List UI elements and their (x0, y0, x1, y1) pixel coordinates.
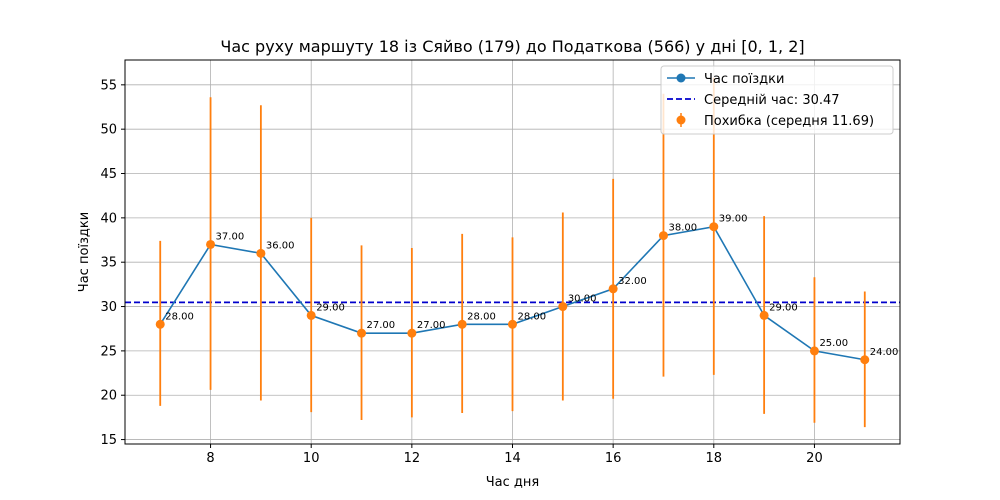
legend-label-mean: Середній час: 30.47 (704, 93, 840, 108)
data-label: 27.00 (367, 320, 396, 331)
y-tick-label: 35 (100, 256, 117, 271)
x-tick-label: 20 (806, 451, 823, 466)
data-point-marker (558, 302, 568, 312)
y-tick-label: 45 (100, 167, 117, 182)
x-tick-label: 8 (206, 451, 214, 466)
data-label: 29.00 (769, 302, 798, 313)
data-point-marker (256, 248, 266, 258)
data-point-marker (206, 239, 216, 249)
legend-label-error: Похибка (середня 11.69) (704, 114, 874, 129)
data-label: 28.00 (518, 311, 547, 322)
x-tick-label: 14 (504, 451, 521, 466)
data-label: 27.00 (417, 320, 446, 331)
data-point-marker (759, 310, 769, 320)
y-tick-label: 20 (100, 389, 117, 404)
y-tick-label: 40 (100, 211, 117, 226)
data-point-marker (860, 355, 870, 365)
y-tick-label: 15 (100, 433, 117, 448)
data-point-marker (809, 346, 819, 356)
ticks-layer: 8 10 12 14 16 18 20 15 20 25 30 35 40 45 50 55 (100, 78, 822, 466)
data-label: 36.00 (266, 240, 295, 251)
x-tick-label: 10 (303, 451, 320, 466)
data-label: 38.00 (668, 223, 697, 234)
legend-label-travel-time: Час поїздки (704, 72, 784, 87)
data-label: 28.00 (467, 311, 496, 322)
legend-error-marker (676, 115, 686, 125)
legend-line-marker (676, 73, 686, 83)
chart-title: Час руху маршуту 18 із Сяйво (179) до По… (220, 37, 804, 56)
markers-layer (155, 222, 870, 365)
data-point-marker (608, 284, 618, 294)
data-label: 24.00 (870, 347, 899, 358)
y-tick-label: 25 (100, 344, 117, 359)
data-point-marker (357, 328, 367, 338)
data-point-marker (155, 319, 165, 329)
data-label: 25.00 (819, 338, 848, 349)
data-point-marker (306, 310, 316, 320)
y-axis-label: Час поїздки (77, 212, 92, 292)
y-tick-label: 50 (100, 123, 117, 138)
data-point-marker (709, 222, 719, 232)
data-labels-layer: 28.00 37.00 36.00 29.00 27.00 27.00 28.00 28.00… (165, 214, 898, 358)
y-tick-label: 55 (100, 78, 117, 93)
data-label: 39.00 (719, 214, 748, 225)
data-label: 30.00 (568, 294, 597, 305)
data-label: 28.00 (165, 311, 194, 322)
y-tick-label: 30 (100, 300, 117, 315)
x-tick-label: 18 (706, 451, 723, 466)
x-axis-label: Час дня (486, 475, 539, 490)
data-label: 37.00 (216, 231, 245, 242)
data-point-marker (457, 319, 467, 329)
x-tick-label: 16 (605, 451, 622, 466)
data-point-marker (407, 328, 417, 338)
legend-box (660, 65, 894, 135)
x-tick-label: 12 (404, 451, 421, 466)
data-label: 29.00 (316, 302, 345, 313)
data-label: 32.00 (618, 276, 647, 287)
data-point-marker (508, 319, 517, 329)
legend: Час поїздки Середній час: 30.47 Похибка … (660, 65, 894, 135)
data-point-marker (658, 231, 668, 241)
